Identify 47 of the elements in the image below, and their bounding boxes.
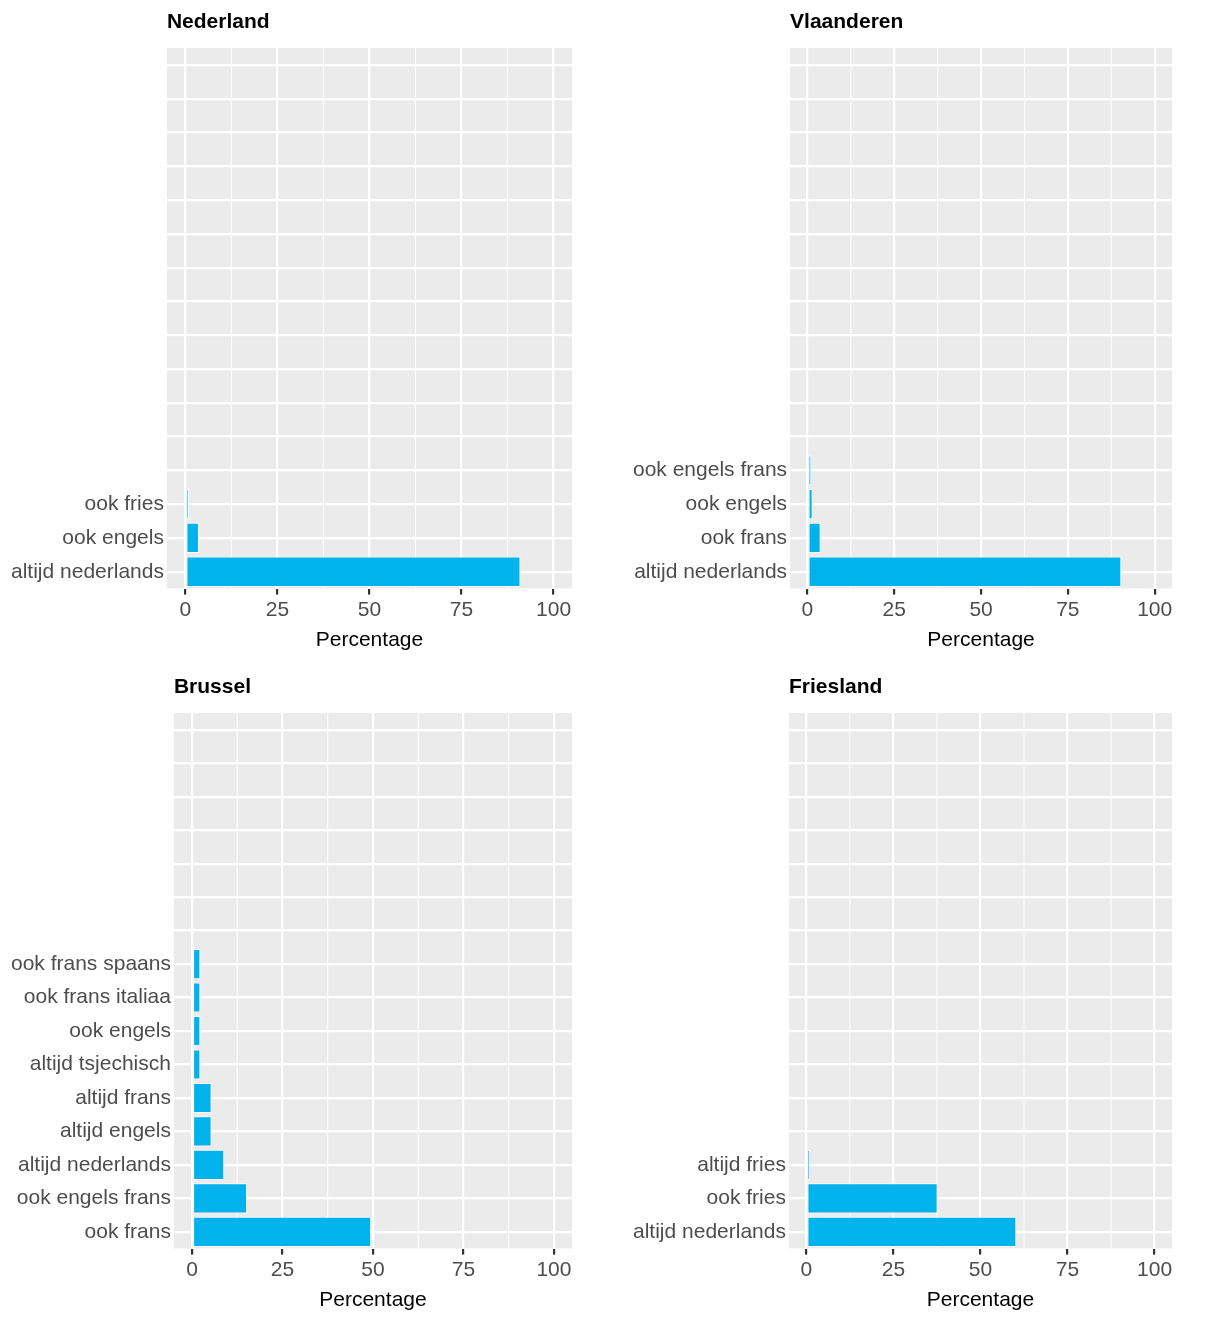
chart-title: Friesland [788, 674, 883, 697]
x-tick-label: 50 [361, 1257, 385, 1280]
y-tick-label: ook engels [69, 1017, 171, 1041]
x-axis-title: Percentage [926, 1287, 1035, 1311]
x-tick-label: 100 [1137, 597, 1173, 620]
x-tick-label: 100 [536, 1257, 572, 1280]
chart-title: Vlaanderen [790, 9, 904, 32]
x-tick-label: 75 [1055, 1257, 1080, 1280]
x-tick-label: 25 [882, 597, 906, 620]
y-tick-label: altijd nederlands [633, 1218, 786, 1242]
x-tick-label: 75 [451, 1257, 476, 1280]
y-tick-label: altijd nederlands [634, 558, 788, 582]
y-tick-label: altijd tsjechisch [29, 1051, 171, 1075]
y-tick-label: ook fries [706, 1185, 786, 1209]
y-tick-label: ook frans [84, 1218, 171, 1242]
x-axis-title: Percentage [319, 1287, 427, 1311]
x-tick-label: 50 [968, 1257, 993, 1280]
x-tick-label: 25 [881, 1257, 906, 1280]
y-tick-label: altijd nederlands [11, 558, 164, 582]
x-tick-label: 0 [801, 597, 814, 620]
y-tick-label: ook engels [62, 524, 164, 548]
chart-title: Nederland [166, 9, 270, 32]
y-tick-label: ook frans italiaa [23, 984, 172, 1008]
x-tick-label: 75 [449, 597, 474, 620]
x-tick-label: 0 [800, 1257, 813, 1280]
y-tick-label: ook frans [700, 524, 788, 548]
y-tick-label: ook fries [84, 490, 164, 514]
x-tick-label: 0 [186, 1257, 198, 1280]
y-tick-label: ook frans spaans [10, 950, 171, 974]
y-tick-label: ook engels [685, 490, 788, 514]
x-axis-title: Percentage [315, 627, 424, 651]
x-tick-label: 25 [265, 597, 290, 620]
x-tick-label: 75 [1056, 597, 1080, 620]
y-tick-label: altijd frans [75, 1084, 171, 1108]
y-tick-label: altijd engels [60, 1118, 171, 1142]
x-tick-label: 25 [270, 1257, 295, 1280]
x-tick-label: 50 [357, 597, 382, 620]
y-tick-label: ook engels frans [632, 457, 788, 481]
x-tick-label: 50 [969, 597, 993, 620]
x-tick-label: 100 [536, 597, 572, 620]
x-tick-label: 0 [179, 597, 192, 620]
x-tick-label: 100 [1137, 1257, 1173, 1280]
y-tick-label: altijd nederlands [17, 1151, 171, 1175]
chart-title: Brussel [173, 674, 251, 697]
x-axis-title: Percentage [927, 627, 1035, 651]
y-tick-label: altijd fries [697, 1151, 786, 1175]
y-tick-label: ook engels frans [16, 1185, 171, 1209]
